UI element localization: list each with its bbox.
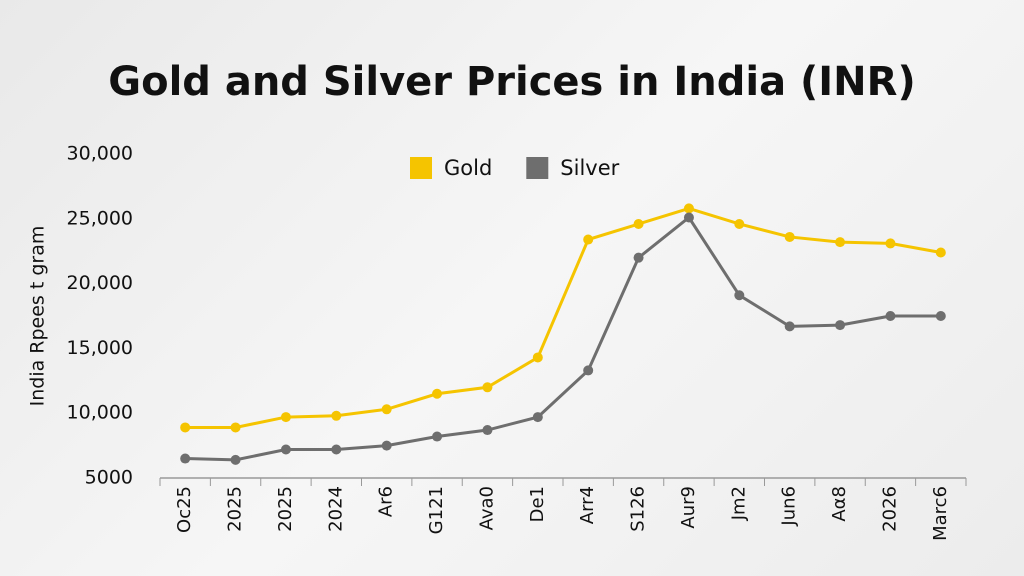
y-tick-label: 5000 <box>85 467 133 489</box>
data-point <box>381 404 392 415</box>
data-point <box>633 218 644 229</box>
data-point <box>683 212 694 223</box>
data-point <box>532 352 543 363</box>
x-tick-label: Ava0 <box>476 486 497 530</box>
y-tick-label: 20,000 <box>67 272 133 294</box>
data-point <box>935 311 946 321</box>
data-point <box>784 231 795 242</box>
data-point <box>935 247 946 258</box>
data-point <box>432 388 443 399</box>
x-tick-label: S126 <box>628 486 649 532</box>
x-tick-label: Aα8 <box>829 486 850 522</box>
series-line <box>185 206 942 429</box>
legend-swatch <box>526 157 549 179</box>
x-tick-label: 2025 <box>275 486 296 532</box>
x-tick-label: 2025 <box>225 486 246 532</box>
data-point <box>482 425 493 436</box>
y-axis-label: India Rpees t gram <box>27 226 49 407</box>
legend-label: Silver <box>560 156 619 180</box>
data-point <box>230 454 241 465</box>
x-tick-label: Aur9 <box>678 486 699 529</box>
x-tick-label: 2024 <box>325 486 346 532</box>
data-point <box>583 365 594 376</box>
x-tick-label: 2026 <box>879 486 900 532</box>
data-point <box>633 252 644 263</box>
data-point <box>331 410 342 421</box>
x-tick-label: Ar6 <box>376 486 397 517</box>
data-point <box>331 444 342 455</box>
data-point <box>482 382 493 393</box>
data-point <box>230 422 241 433</box>
x-tick-label: De1 <box>527 486 548 522</box>
series-line <box>185 215 941 462</box>
data-point <box>885 238 896 249</box>
data-point <box>683 203 694 214</box>
data-point <box>280 444 291 455</box>
data-point <box>180 453 191 464</box>
x-tick-label: Marc6 <box>930 486 951 541</box>
y-tick-label: 15,000 <box>67 337 133 359</box>
x-tick-label: Oc25 <box>174 486 195 533</box>
data-point <box>432 431 443 442</box>
data-point <box>734 290 745 301</box>
data-point <box>835 237 846 248</box>
data-point <box>180 422 191 433</box>
data-point <box>280 412 291 423</box>
legend-label: Gold <box>444 156 492 180</box>
x-tick-label: Jun6 <box>779 486 800 527</box>
data-point <box>381 440 392 451</box>
x-tick-label: Jm2 <box>728 486 749 521</box>
y-tick-label: 10,000 <box>67 402 133 424</box>
data-point <box>784 321 795 332</box>
x-tick-label: G121 <box>426 486 447 534</box>
y-tick-label: 30,000 <box>67 143 133 165</box>
data-point <box>734 218 745 229</box>
data-point <box>583 234 594 245</box>
y-tick-label: 25,000 <box>67 207 133 229</box>
data-point <box>532 412 543 423</box>
data-point <box>885 311 896 321</box>
chart-title: Gold and Silver Prices in India (INR) <box>108 59 915 105</box>
data-point <box>835 320 846 331</box>
x-tick-label: Arr4 <box>577 486 598 524</box>
legend-swatch <box>410 157 432 179</box>
